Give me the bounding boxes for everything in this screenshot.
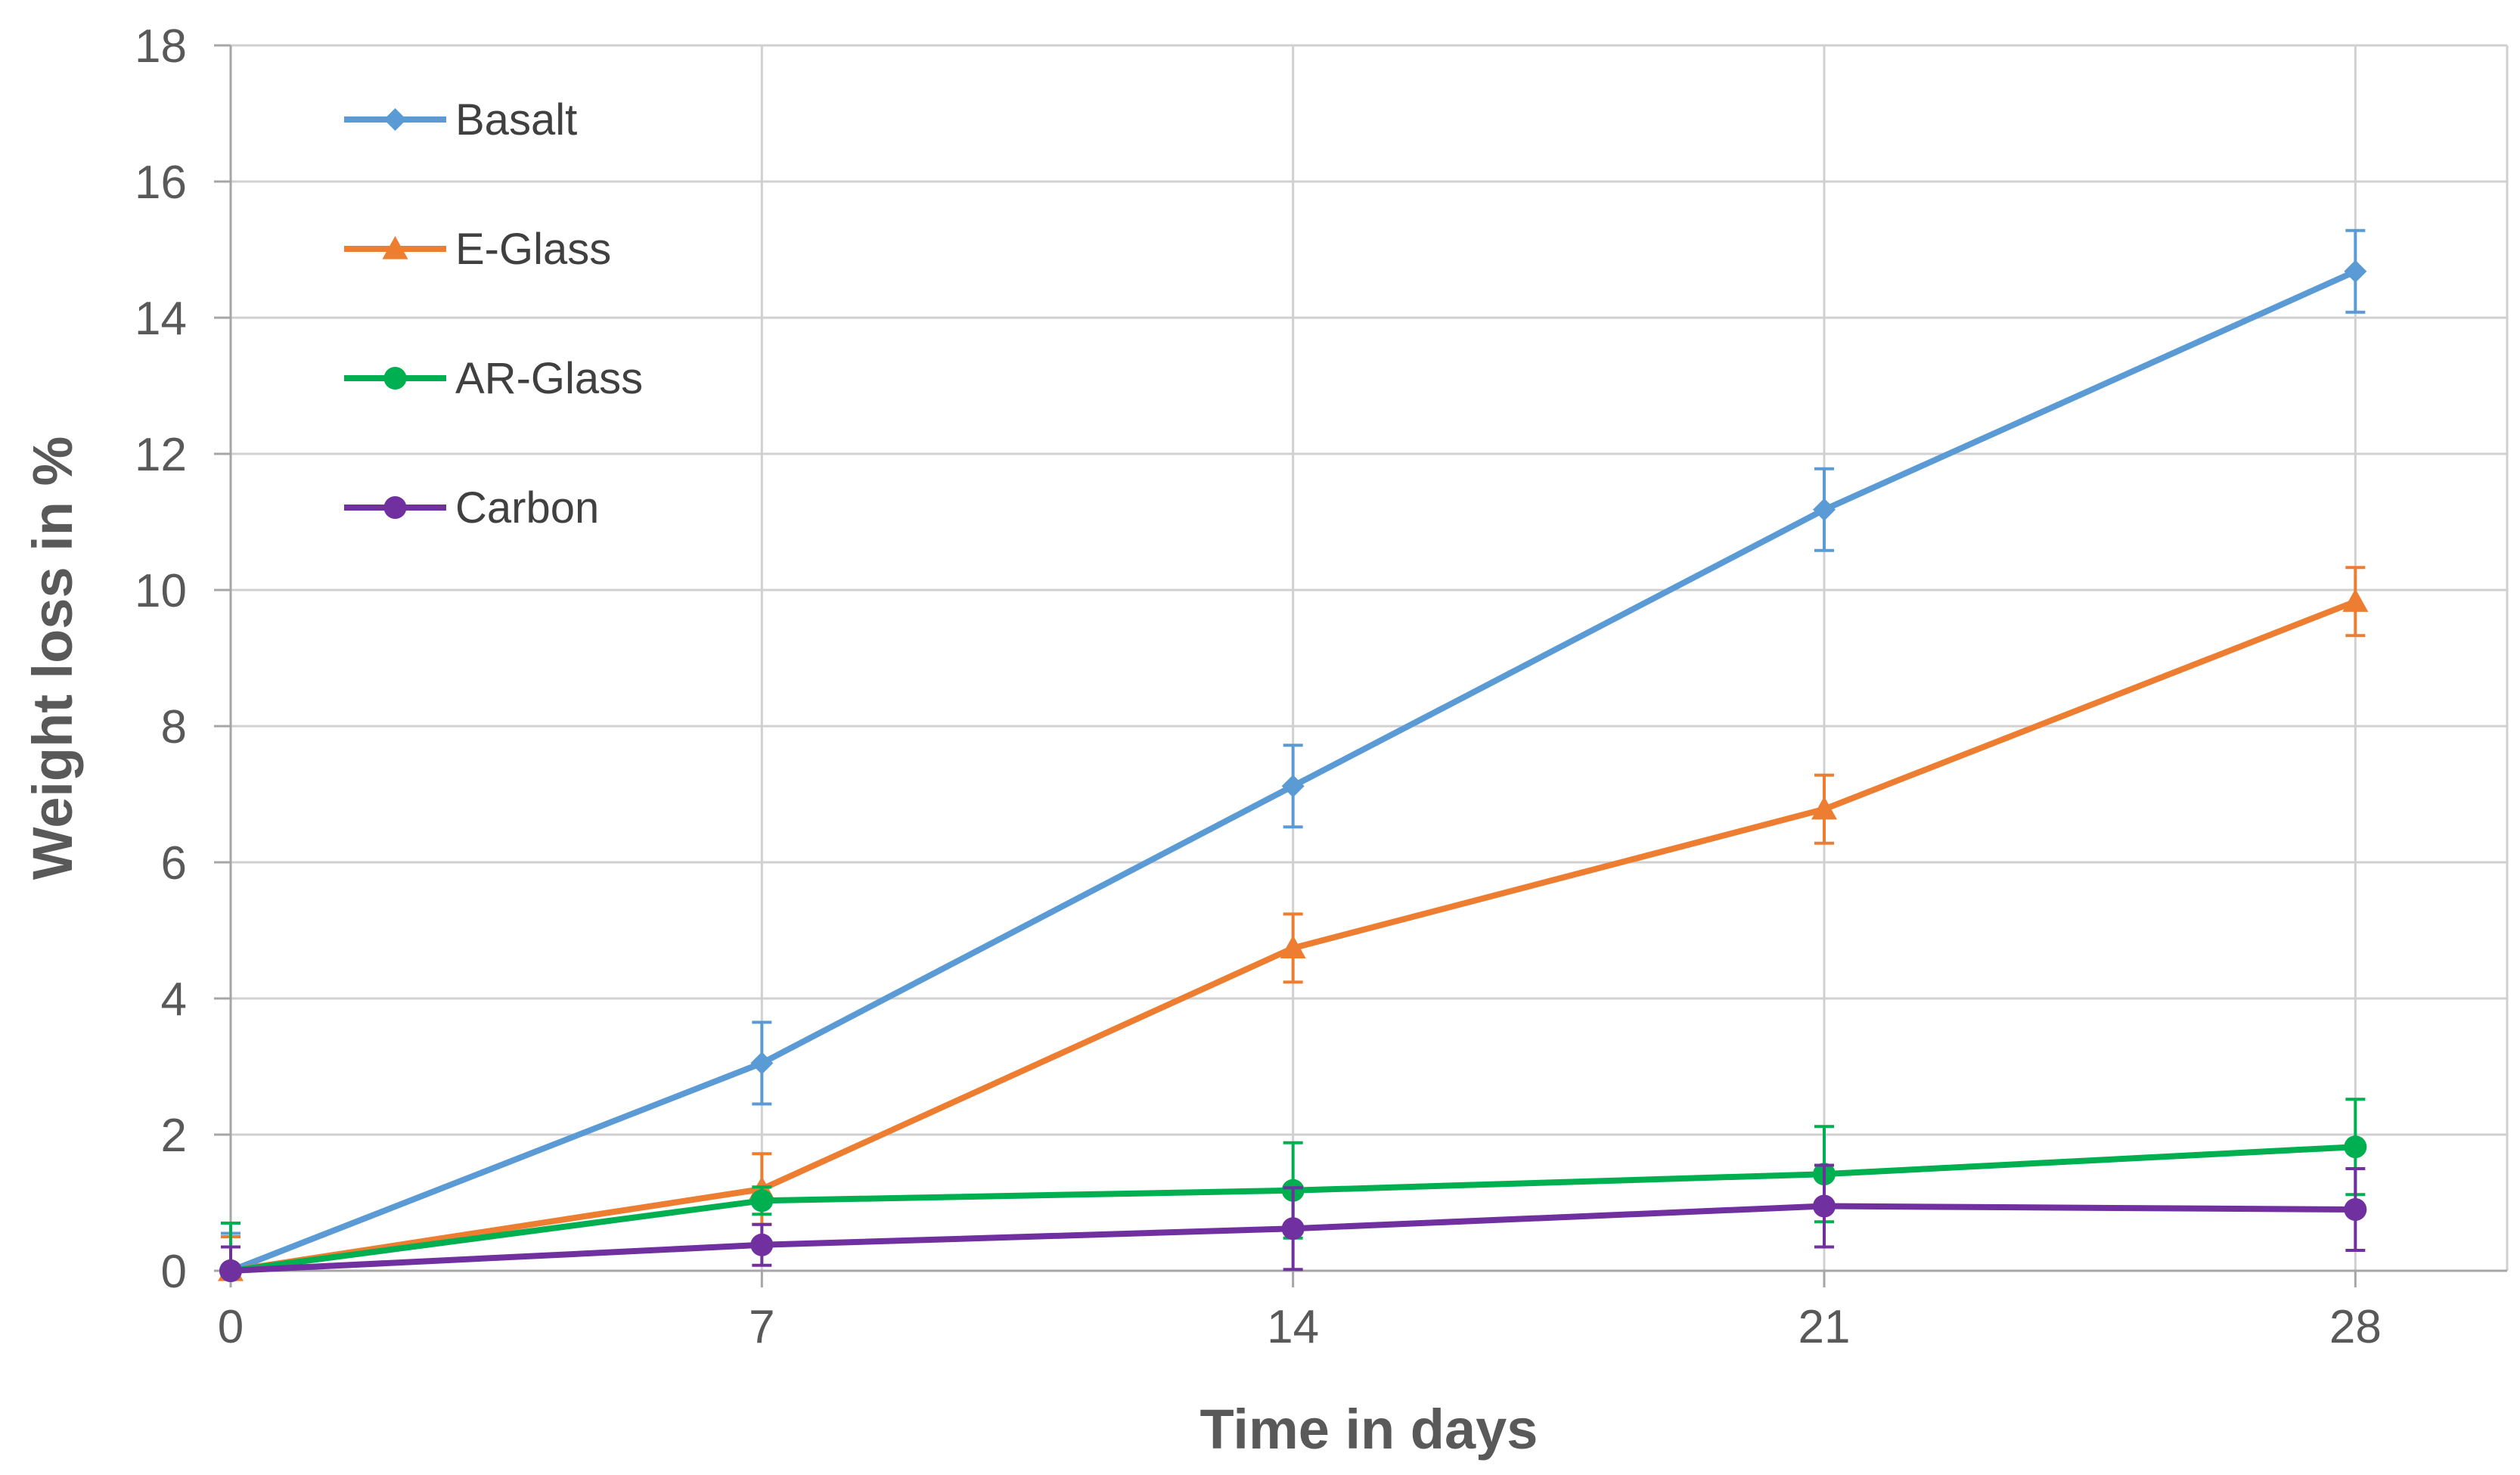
data-point	[1281, 1217, 1305, 1241]
legend-marker	[382, 236, 408, 259]
data-point	[750, 1233, 774, 1256]
y-axis-title: Weight loss in %	[21, 436, 84, 880]
data-point	[750, 1051, 774, 1075]
legend-marker	[383, 496, 407, 519]
legend-label: AR-Glass	[455, 354, 643, 403]
legend-item: Basalt	[344, 95, 577, 144]
x-tick-label: 28	[2329, 1301, 2382, 1353]
y-tick-label: 12	[135, 429, 187, 481]
data-point	[1281, 775, 1305, 798]
data-point	[1811, 796, 1837, 820]
y-tick-label: 2	[161, 1110, 187, 1162]
legend-item: Carbon	[344, 483, 599, 533]
series-lines	[218, 228, 2369, 1282]
data-point	[2344, 1198, 2367, 1221]
legend-label: E-Glass	[455, 225, 611, 274]
y-tick-label: 16	[135, 157, 187, 209]
y-tick-label: 4	[161, 974, 187, 1026]
x-tick-label: 7	[749, 1301, 774, 1353]
x-axis-title: Time in days	[1200, 1398, 1538, 1461]
data-point	[1813, 1194, 1836, 1218]
legend-label: Basalt	[455, 95, 577, 144]
y-tick-label: 10	[135, 565, 187, 617]
series-carbon	[219, 1163, 2367, 1282]
legend-item: AR-Glass	[344, 354, 643, 403]
x-tick-label: 14	[1267, 1301, 1319, 1353]
grid	[231, 44, 2509, 1272]
data-point	[750, 1189, 774, 1213]
y-tick-label: 6	[161, 837, 187, 890]
data-point	[2344, 259, 2367, 283]
y-tick-label: 18	[135, 20, 187, 73]
data-point	[2344, 1135, 2367, 1159]
legend-marker	[383, 108, 407, 131]
axes: 0 2 4 6 8 10 12 14 16 18 0 7 14 21 28	[135, 20, 2507, 1353]
data-point	[1813, 498, 1836, 521]
data-point	[219, 1259, 242, 1282]
x-tick-label: 21	[1798, 1301, 1851, 1353]
data-point	[2342, 588, 2369, 612]
legend-item: E-Glass	[344, 225, 611, 274]
legend-label: Carbon	[455, 483, 599, 533]
x-tick-label: 0	[218, 1301, 244, 1353]
legend-marker	[383, 367, 407, 390]
data-point	[1280, 935, 1306, 958]
y-tick-label: 0	[161, 1246, 187, 1298]
legend: Basalt E-Glass AR-Glass Carbon	[344, 95, 643, 533]
y-tick-label: 8	[161, 701, 187, 753]
y-tick-label: 14	[135, 293, 187, 345]
series-basalt	[219, 228, 2367, 1282]
